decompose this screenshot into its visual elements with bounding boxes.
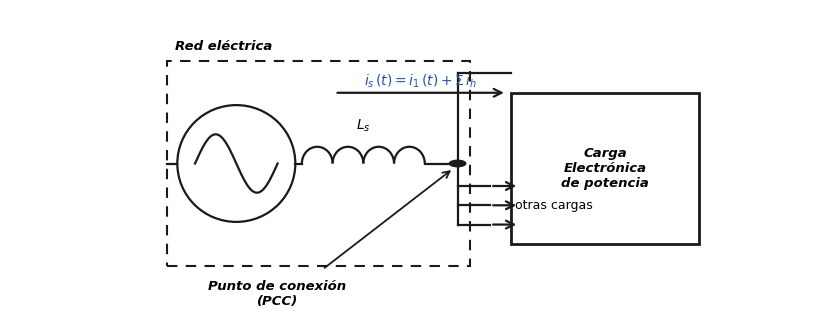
Text: $L_s$: $L_s$ [356,117,370,134]
Text: otras cargas: otras cargas [515,199,592,212]
Text: Red eléctrica: Red eléctrica [175,40,272,53]
Text: Carga
Electrónica
de potencia: Carga Electrónica de potencia [561,147,649,190]
Circle shape [450,160,466,167]
Text: Punto de conexión
(PCC): Punto de conexión (PCC) [208,280,346,308]
Text: $i_s\,(t) = i_1\,(t) + \Sigma\,i_h$: $i_s\,(t) = i_1\,(t) + \Sigma\,i_h$ [364,72,478,90]
